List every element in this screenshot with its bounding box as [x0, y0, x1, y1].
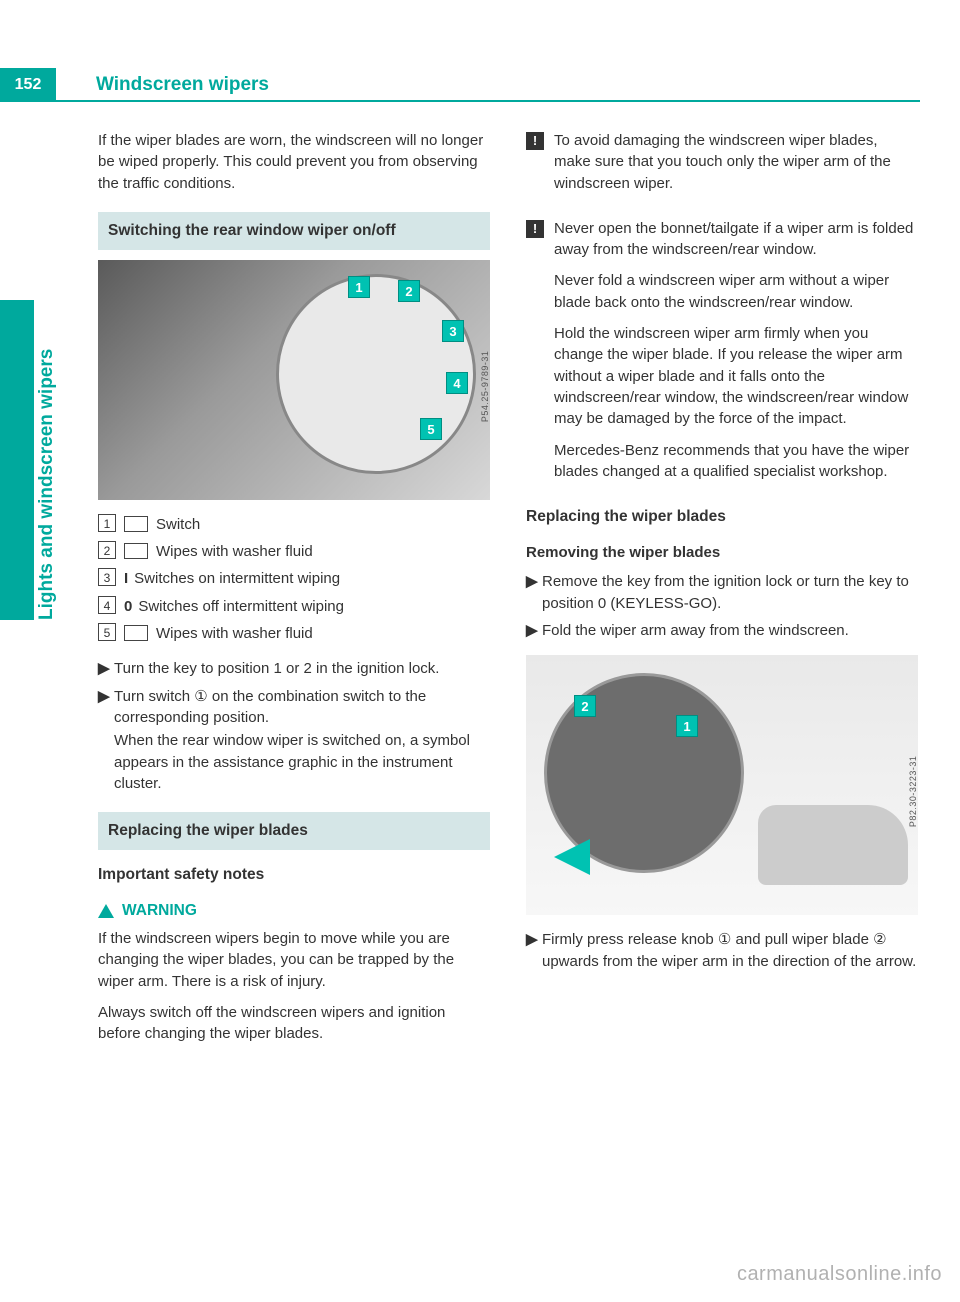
note-block: ! Never open the bonnet/tailgate if a wi… [526, 218, 918, 492]
left-column: If the wiper blades are worn, the windsc… [98, 130, 490, 1055]
legend-text: Wipes with washer fluid [156, 541, 490, 562]
step-text-sub: When the rear window wiper is switched o… [114, 730, 490, 794]
car-illustration [758, 805, 908, 885]
step-text: Remove the key from the ignition lock or… [542, 571, 918, 614]
step-text-main: Turn switch ① on the combination switch … [114, 688, 426, 726]
legend-num: 4 [98, 596, 116, 614]
figure-wiper-blade-removal: 1 2 P82.30-3223-31 [526, 655, 918, 915]
legend-row-1: 1 Switch [98, 514, 490, 535]
subheading-removing-blades: Removing the wiper blades [526, 542, 918, 563]
note-text: Mercedes-Benz recommends that you have t… [554, 440, 918, 483]
header-rule [56, 100, 920, 102]
subheading-replacing-blades: Replacing the wiper blades [526, 506, 918, 528]
right-column: ! To avoid damaging the windscreen wiper… [526, 130, 918, 1055]
callout-3: 3 [442, 320, 464, 342]
legend-text: Switch [156, 514, 490, 535]
warning-triangle-icon [98, 904, 114, 918]
callout-2: 2 [574, 695, 596, 717]
callout-1: 1 [348, 276, 370, 298]
callout-1: 1 [676, 715, 698, 737]
intro-paragraph: If the wiper blades are worn, the windsc… [98, 130, 490, 194]
warning-paragraph: Always switch off the windscreen wipers … [98, 1002, 490, 1045]
chapter-title: Windscreen wipers [96, 68, 269, 102]
step-row: ▶ Remove the key from the ignition lock … [526, 571, 918, 614]
switch-icon [124, 516, 148, 532]
legend-num: 5 [98, 623, 116, 641]
callout-4: 4 [446, 372, 468, 394]
note-text: Never fold a windscreen wiper arm withou… [554, 270, 918, 313]
legend-num: 1 [98, 514, 116, 532]
step-row: ▶ Firmly press release knob ① and pull w… [526, 929, 918, 972]
page-number: 152 [0, 68, 56, 102]
subheading-important-safety: Important safety notes [98, 864, 490, 886]
callout-5: 5 [420, 418, 442, 440]
step-marker-icon: ▶ [526, 620, 542, 641]
step-text: Turn the key to position 1 or 2 in the i… [114, 658, 490, 679]
step-text: Fold the wiper arm away from the windscr… [542, 620, 918, 641]
legend-row-5: 5 Wipes with washer fluid [98, 623, 490, 644]
note-text: Never open the bonnet/tailgate if a wipe… [554, 218, 918, 261]
washer-icon [124, 543, 148, 559]
step-marker-icon: ▶ [98, 658, 114, 679]
direction-arrow-icon [554, 839, 590, 875]
legend-bold: I [124, 568, 128, 589]
legend-num: 3 [98, 568, 116, 586]
figure-code-2: P82.30-3223-31 [908, 756, 918, 828]
legend-text: Wipes with washer fluid [156, 623, 490, 644]
figure-rear-wiper-switch: 1 2 3 4 5 P54.25-9789-31 [98, 260, 490, 500]
side-label: Lights and windscreen wipers [36, 349, 58, 620]
side-tab [0, 300, 34, 620]
legend-num: 2 [98, 541, 116, 559]
legend-text: Switches on intermittent wiping [134, 568, 490, 589]
legend-row-3: 3 I Switches on intermittent wiping [98, 568, 490, 589]
washer-icon [124, 625, 148, 641]
note-text: To avoid damaging the windscreen wiper b… [554, 130, 918, 194]
note-text: Hold the windscreen wiper arm firmly whe… [554, 323, 918, 429]
watermark: carmanualsonline.info [737, 1263, 942, 1286]
legend-text: Switches off intermittent wiping [138, 596, 490, 617]
step-row: ▶ Turn switch ① on the combination switc… [98, 686, 490, 794]
step-marker-icon: ▶ [526, 929, 542, 972]
section-heading-rear-wiper: Switching the rear window wiper on/off [98, 212, 490, 250]
step-row: ▶ Turn the key to position 1 or 2 in the… [98, 658, 490, 679]
step-text: Turn switch ① on the combination switch … [114, 686, 490, 794]
note-exclamation-icon: ! [526, 220, 544, 238]
section-heading-replacing: Replacing the wiper blades [98, 812, 490, 850]
step-marker-icon: ▶ [526, 571, 542, 614]
legend-row-4: 4 0 Switches off intermittent wiping [98, 596, 490, 617]
step-text: Firmly press release knob ① and pull wip… [542, 929, 918, 972]
step-marker-icon: ▶ [98, 686, 114, 794]
callout-2: 2 [398, 280, 420, 302]
warning-heading: WARNING [98, 900, 490, 922]
note-block: ! To avoid damaging the windscreen wiper… [526, 130, 918, 204]
legend-bold: 0 [124, 596, 132, 617]
step-row: ▶ Fold the wiper arm away from the winds… [526, 620, 918, 641]
warning-label: WARNING [122, 900, 197, 922]
warning-paragraph: If the windscreen wipers begin to move w… [98, 928, 490, 992]
legend-row-2: 2 Wipes with washer fluid [98, 541, 490, 562]
note-exclamation-icon: ! [526, 132, 544, 150]
figure-code-1: P54.25-9789-31 [480, 350, 490, 422]
